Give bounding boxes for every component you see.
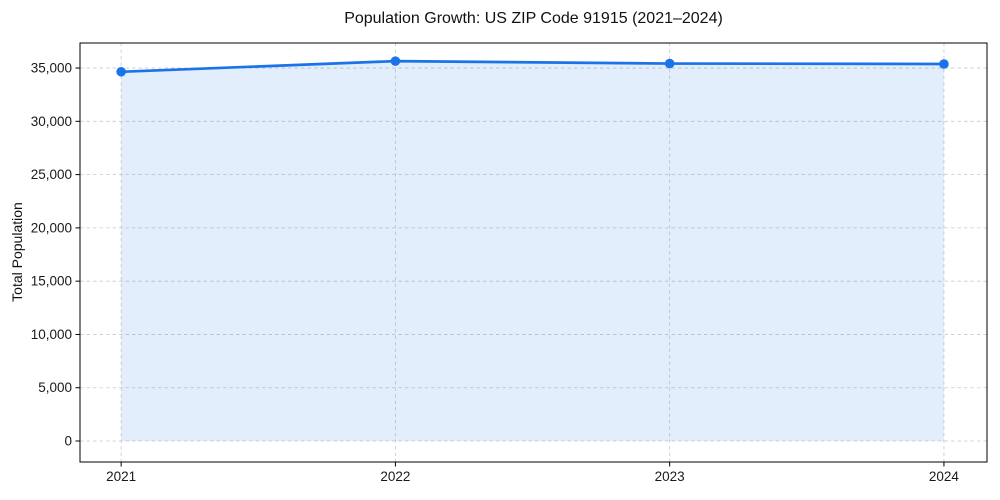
y-tick-label: 15,000 xyxy=(31,274,72,289)
y-tick-label: 10,000 xyxy=(31,327,72,342)
chart-title: Population Growth: US ZIP Code 91915 (20… xyxy=(344,10,723,27)
data-point xyxy=(390,56,401,66)
x-tick-label: 2022 xyxy=(380,469,410,484)
y-tick-label: 30,000 xyxy=(31,114,72,129)
data-point xyxy=(939,59,949,69)
data-point xyxy=(664,58,675,69)
y-tick-label: 5,000 xyxy=(38,380,72,395)
y-tick-label: 0 xyxy=(64,434,72,449)
data-line xyxy=(119,59,946,74)
y-tick-label: 35,000 xyxy=(31,61,72,76)
x-tick-label: 2021 xyxy=(106,469,136,484)
x-tick-label: 2023 xyxy=(655,469,685,484)
plot-border xyxy=(79,42,988,463)
data-point xyxy=(116,66,126,77)
area-fill xyxy=(121,61,944,442)
y-axis-title: Total Population xyxy=(9,202,25,302)
y-tick-label: 20,000 xyxy=(31,220,72,235)
x-tick-label: 2024 xyxy=(929,469,960,484)
y-tick-label: 25,000 xyxy=(31,167,72,182)
